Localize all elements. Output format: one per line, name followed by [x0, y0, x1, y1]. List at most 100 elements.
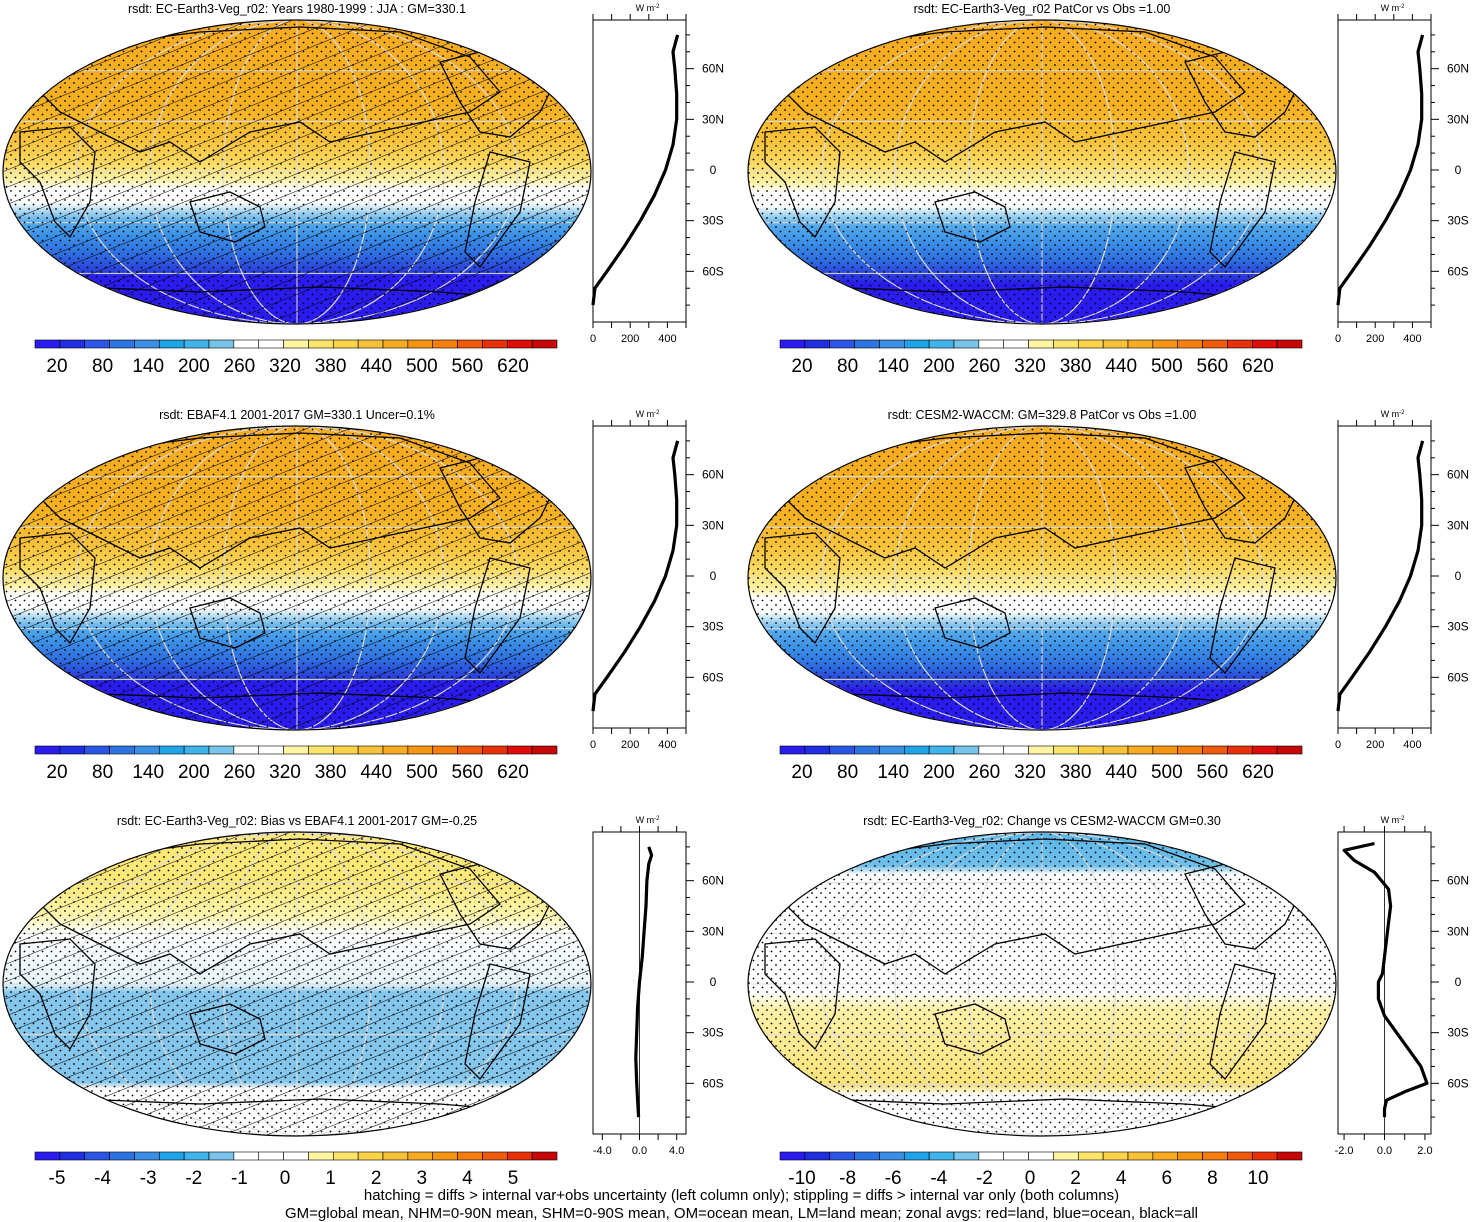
colorbar-tick-label: 320 — [1014, 356, 1046, 377]
colorbar-tick-label: -2 — [976, 1168, 993, 1189]
map-border — [747, 19, 1337, 325]
zonal-x-tick-label: -2.0 — [1335, 1145, 1354, 1157]
colorbar-swatch — [903, 745, 930, 755]
zonal-x-tick-label: 400 — [1403, 333, 1421, 345]
panel-title: rsdt: EC-Earth3-Veg_r02 PatCor vs Obs =1… — [914, 2, 1171, 16]
panel-title: rsdt: CESM2-WACCM: GM=329.8 PatCor vs Ob… — [888, 408, 1197, 422]
colorbar-tick-label: 140 — [132, 356, 164, 377]
lat-tick-label: 30S — [1447, 214, 1468, 228]
colorbar-swatch — [953, 339, 980, 349]
colorbar-tick-label: 260 — [224, 356, 256, 377]
zonal-frame — [592, 425, 687, 729]
zonal-unit-label: W m-2 — [1381, 815, 1405, 825]
colorbar-swatch — [407, 745, 434, 755]
panel-title: rsdt: EBAF4.1 2001-2017 GM=330.1 Uncer=0… — [159, 408, 435, 422]
lat-tick-label: 0 — [710, 569, 717, 583]
colorbar-swatch — [506, 1151, 533, 1161]
colorbar-swatch — [928, 1151, 955, 1161]
colorbar-swatch — [283, 339, 309, 349]
lat-tick-label: 60N — [1447, 874, 1469, 888]
colorbar-swatch — [1028, 339, 1054, 349]
colorbar-swatch — [1077, 745, 1104, 755]
colorbar-swatch — [332, 745, 359, 755]
colorbar-swatch — [158, 745, 185, 755]
lat-tick-label: 30N — [1447, 924, 1469, 938]
colorbar-tick-label: 380 — [315, 762, 347, 783]
colorbar-tick-label: 5 — [508, 1168, 519, 1189]
colorbar-swatch — [1053, 1151, 1079, 1161]
panel-4: rsdt: CESM2-WACCM: GM=329.8 PatCor vs Ob… — [747, 408, 1469, 783]
colorbar-tick-label: 0 — [1025, 1168, 1036, 1189]
colorbar-swatch — [407, 339, 434, 349]
colorbar-swatch — [357, 745, 384, 755]
lat-tick-label: 60N — [1447, 468, 1469, 482]
colorbar-swatch — [332, 339, 359, 349]
lat-tick-label: 60S — [702, 670, 723, 684]
colorbar-swatch — [233, 745, 260, 755]
colorbar-tick-label: 200 — [178, 762, 210, 783]
unit-exponent: -2 — [1399, 4, 1405, 10]
colorbar-tick-label: 320 — [269, 762, 301, 783]
colorbar-tick-label: -5 — [49, 1168, 66, 1189]
colorbar-tick-label: 4 — [1116, 1168, 1127, 1189]
unit-exponent: -2 — [654, 4, 660, 10]
colorbar-tick-label: 200 — [923, 356, 955, 377]
lat-tick-label: 0 — [1455, 569, 1462, 583]
colorbar-swatch — [109, 1151, 135, 1161]
colorbar-swatch — [1152, 1151, 1179, 1161]
unit-exponent: -2 — [654, 410, 660, 416]
zonal-frame — [592, 19, 687, 323]
colorbar-tick-label: 560 — [452, 762, 484, 783]
colorbar-swatch — [84, 745, 110, 755]
colorbar-tick-label: 6 — [1162, 1168, 1173, 1189]
colorbar-swatch — [134, 745, 160, 755]
colorbar-swatch — [457, 745, 483, 755]
colorbar-swatch — [953, 745, 980, 755]
colorbar-swatch — [1028, 1151, 1054, 1161]
panel-6: rsdt: EC-Earth3-Veg_r02: Change vs CESM2… — [747, 814, 1469, 1189]
colorbar-swatch — [34, 339, 61, 349]
colorbar-swatch — [357, 1151, 384, 1161]
colorbar-tick-label: 20 — [791, 762, 812, 783]
colorbar-tick-label: 80 — [92, 762, 113, 783]
map-field — [3, 426, 591, 730]
colorbar-swatch — [1127, 745, 1154, 755]
colorbar-swatch — [382, 1151, 409, 1161]
zonal-unit-label: W m-2 — [636, 815, 660, 825]
colorbar-swatch — [953, 1151, 980, 1161]
colorbar-tick-label: 200 — [178, 356, 210, 377]
colorbar-swatch — [84, 339, 110, 349]
zonal-x-tick-label: 0 — [590, 739, 596, 751]
lat-tick-label: 60S — [702, 264, 723, 278]
colorbar-tick-label: 620 — [497, 356, 529, 377]
lat-tick-label: 30N — [702, 112, 724, 126]
unit-exponent: -2 — [1399, 410, 1405, 416]
zonal-x-tick-label: 200 — [1366, 739, 1384, 751]
unit-exponent: -2 — [1399, 816, 1405, 822]
colorbar-swatch — [879, 339, 905, 349]
panel-3: rsdt: EBAF4.1 2001-2017 GM=330.1 Uncer=0… — [2, 408, 724, 783]
colorbar-tick-label: 500 — [1151, 356, 1183, 377]
colorbar-tick-label: 2 — [1070, 1168, 1081, 1189]
colorbar-swatch — [183, 745, 210, 755]
colorbar-tick-label: 3 — [417, 1168, 428, 1189]
zonal-x-tick-label: 400 — [658, 739, 676, 751]
zonal-all-series — [591, 34, 680, 306]
colorbar-tick-label: 560 — [452, 356, 484, 377]
colorbar-swatch — [308, 339, 334, 349]
colorbar-swatch — [308, 745, 334, 755]
lat-tick-label: 60N — [702, 874, 724, 888]
colorbar-swatch — [134, 1151, 160, 1161]
colorbar-swatch — [1276, 1151, 1303, 1161]
colorbar-tick-label: 620 — [1242, 762, 1274, 783]
colorbar-tick-label: 80 — [837, 356, 858, 377]
colorbar-tick-label: -6 — [885, 1168, 902, 1189]
lat-tick-label: 30N — [702, 924, 724, 938]
colorbar-swatch — [208, 745, 235, 755]
colorbar-swatch — [34, 1151, 61, 1161]
zonal-x-tick-label: 200 — [621, 333, 639, 345]
colorbar-tick-label: 500 — [406, 762, 438, 783]
colorbar-tick-label: 260 — [969, 356, 1001, 377]
zonal-unit-label: W m-2 — [1381, 409, 1405, 419]
zonal-unit-label: W m-2 — [636, 3, 660, 13]
